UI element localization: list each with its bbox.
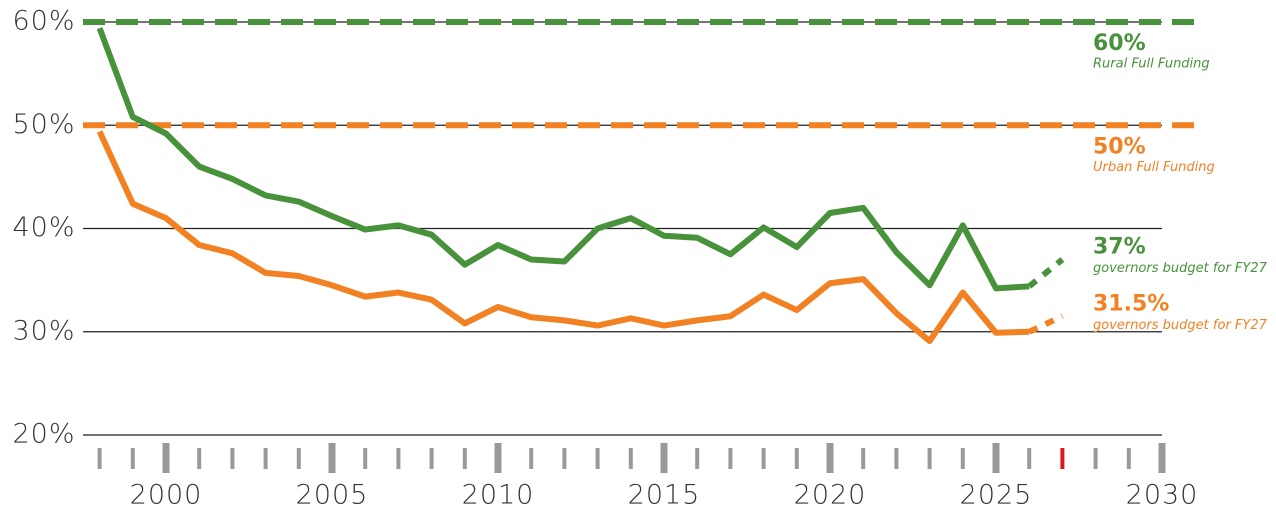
x-tick-label: 2000 <box>130 480 203 511</box>
x-tick-label: 2025 <box>960 480 1033 511</box>
projection-line <box>1027 257 1065 289</box>
x-tick-label: 2005 <box>296 480 369 511</box>
y-tick-label: 20% <box>12 419 75 450</box>
reference-caption: Urban Full Funding <box>1093 160 1215 175</box>
x-tick-label: 2030 <box>1126 480 1199 511</box>
annotation-label: 37% <box>1093 234 1146 259</box>
annotation-caption: governors budget for FY27 <box>1093 261 1268 276</box>
y-tick-label: 60% <box>12 6 75 37</box>
y-tick-label: 40% <box>12 212 75 243</box>
series-line <box>96 27 1030 292</box>
x-tick-label: 2010 <box>462 480 535 511</box>
reference-label: 60% <box>1093 31 1146 56</box>
y-tick-label: 30% <box>12 315 75 346</box>
series-line <box>96 130 1030 345</box>
projection-line <box>1027 313 1064 335</box>
annotation-caption: governors budget for FY27 <box>1093 318 1268 333</box>
x-tick-label: 2020 <box>794 480 867 511</box>
y-tick-label: 50% <box>12 109 75 140</box>
annotation-label: 31.5% <box>1093 291 1169 316</box>
reference-caption: Rural Full Funding <box>1093 57 1210 72</box>
reference-label: 50% <box>1093 134 1146 159</box>
x-tick-label: 2015 <box>628 480 701 511</box>
